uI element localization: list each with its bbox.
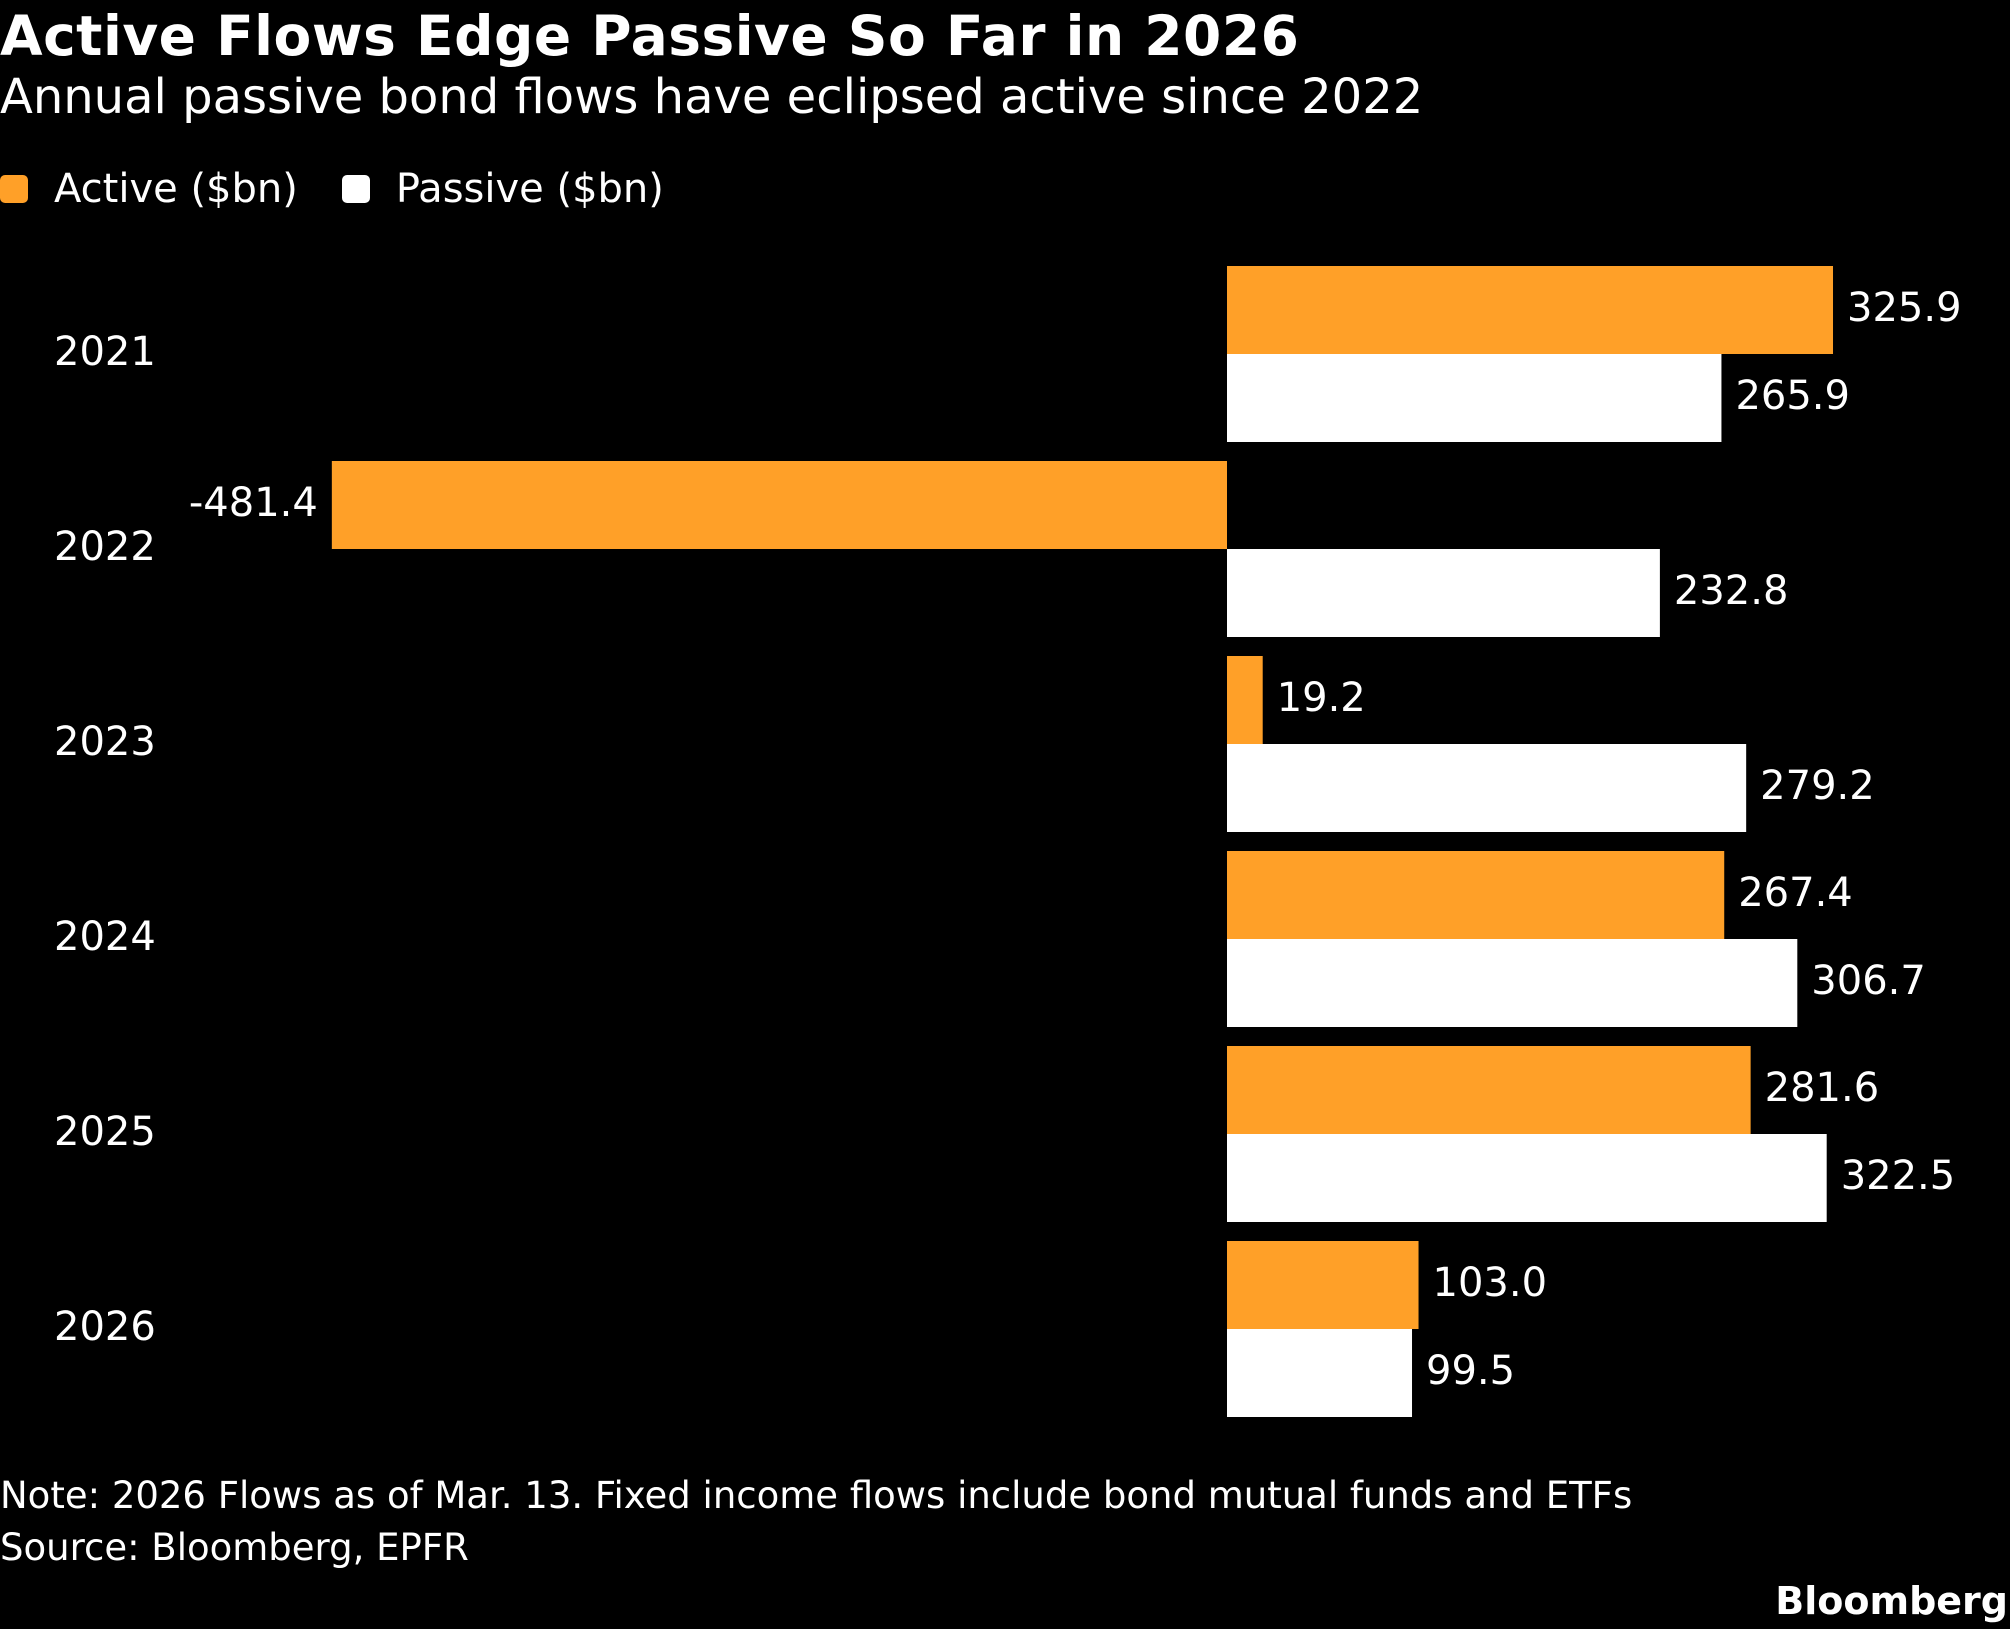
legend-item-passive: Passive ($bn) — [341, 166, 664, 212]
bar-passive-2022 — [1227, 549, 1660, 637]
bar-active-2022 — [331, 461, 1228, 549]
chart-note: Note: 2026 Flows as of Mar. 13. Fixed in… — [0, 1474, 1633, 1517]
data-label-passive-2025: 322.5 — [1841, 1153, 1956, 1199]
bar-passive-2023 — [1227, 744, 1747, 832]
data-label-passive-2026: 99.5 — [1426, 1348, 1515, 1394]
data-label-active-2021: 325.9 — [1847, 285, 1962, 331]
chart-source: Source: Bloomberg, EPFR — [0, 1526, 469, 1569]
chart-title: Active Flows Edge Passive So Far in 2026 — [0, 4, 1300, 68]
bar-active-2024 — [1227, 851, 1725, 939]
legend-swatch-active — [0, 175, 28, 203]
bar-active-2021 — [1227, 266, 1834, 354]
data-label-active-2026: 103.0 — [1433, 1260, 1548, 1306]
bar-active-2025 — [1227, 1046, 1751, 1134]
bar-active-2023 — [1227, 656, 1263, 744]
chart-subtitle: Annual passive bond flows have eclipsed … — [0, 69, 1424, 125]
data-label-passive-2022: 232.8 — [1674, 568, 1789, 614]
category-label-2025: 2025 — [54, 1109, 156, 1155]
category-label-2024: 2024 — [54, 914, 156, 960]
data-label-passive-2024: 306.7 — [1811, 958, 1926, 1004]
bar-passive-2025 — [1227, 1134, 1827, 1222]
category-label-2021: 2021 — [54, 329, 156, 375]
legend-label-passive: Passive ($bn) — [395, 166, 664, 212]
legend-item-active: Active ($bn) — [0, 166, 298, 212]
data-label-active-2024: 267.4 — [1738, 870, 1853, 916]
bar-passive-2024 — [1227, 939, 1798, 1027]
brand-logo: Bloomberg — [1775, 1579, 2008, 1623]
legend-swatch-passive — [341, 175, 370, 203]
bar-passive-2021 — [1227, 354, 1722, 442]
data-label-active-2023: 19.2 — [1277, 675, 1366, 721]
data-label-passive-2021: 265.9 — [1735, 373, 1850, 419]
data-label-active-2025: 281.6 — [1765, 1065, 1880, 1111]
category-label-2023: 2023 — [54, 719, 156, 765]
data-label-passive-2023: 279.2 — [1760, 763, 1875, 809]
data-label-active-2022: -481.4 — [189, 480, 318, 526]
category-label-2022: 2022 — [54, 524, 156, 570]
bar-active-2026 — [1227, 1241, 1419, 1329]
legend: Active ($bn) Passive ($bn) — [0, 162, 708, 216]
bar-passive-2026 — [1227, 1329, 1413, 1417]
category-label-2026: 2026 — [54, 1304, 156, 1350]
legend-label-active: Active ($bn) — [54, 166, 298, 212]
bar-chart: 2021 325.9 265.9 2022 -481.4 232.8 2023 19.2 279… — [54, 266, 1962, 1417]
